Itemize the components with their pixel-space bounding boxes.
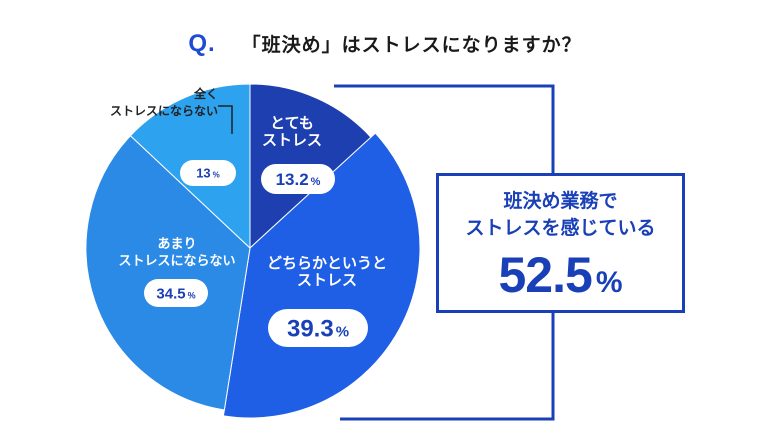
slice-value: 39.3%: [287, 316, 349, 343]
slice-value: 34.5%: [156, 285, 195, 302]
value-pill: [180, 160, 236, 186]
pie-slice: [85, 135, 251, 411]
summary-line-1: 班決め業務で: [503, 190, 618, 212]
slice-value: 13.2%: [276, 170, 321, 189]
slice-value: 13%: [196, 166, 220, 181]
chart-title: Q. 「班決め」はストレスになりますか？: [0, 30, 770, 58]
q-mark: Q.: [188, 30, 216, 57]
value-pill: [261, 164, 335, 194]
slice-label: ストレスにならない: [110, 104, 218, 118]
slice-label: ストレスにならない: [118, 254, 235, 269]
pie-slice: [222, 132, 421, 419]
slice-label: どちらかというと: [267, 254, 387, 272]
summary-line-2: ストレスを感じている: [465, 217, 656, 239]
summary-number: 52.5: [498, 247, 592, 303]
value-pill: [268, 309, 368, 347]
slice-label: ストレス: [297, 271, 357, 289]
summary-value: 52.5%: [439, 246, 682, 304]
leader-line: [218, 105, 233, 134]
slice-label: ストレス: [262, 131, 322, 149]
slice-label: あまり: [157, 237, 196, 252]
summary-box: 班決め業務で ストレスを感じている 52.5%: [436, 173, 685, 313]
question-text: 「班決め」はストレスになりますか？: [241, 34, 582, 56]
value-pill: [144, 279, 208, 307]
summary-percent: %: [595, 266, 623, 299]
slice-label: とても: [270, 114, 314, 132]
slice-label: 全く: [193, 86, 218, 101]
